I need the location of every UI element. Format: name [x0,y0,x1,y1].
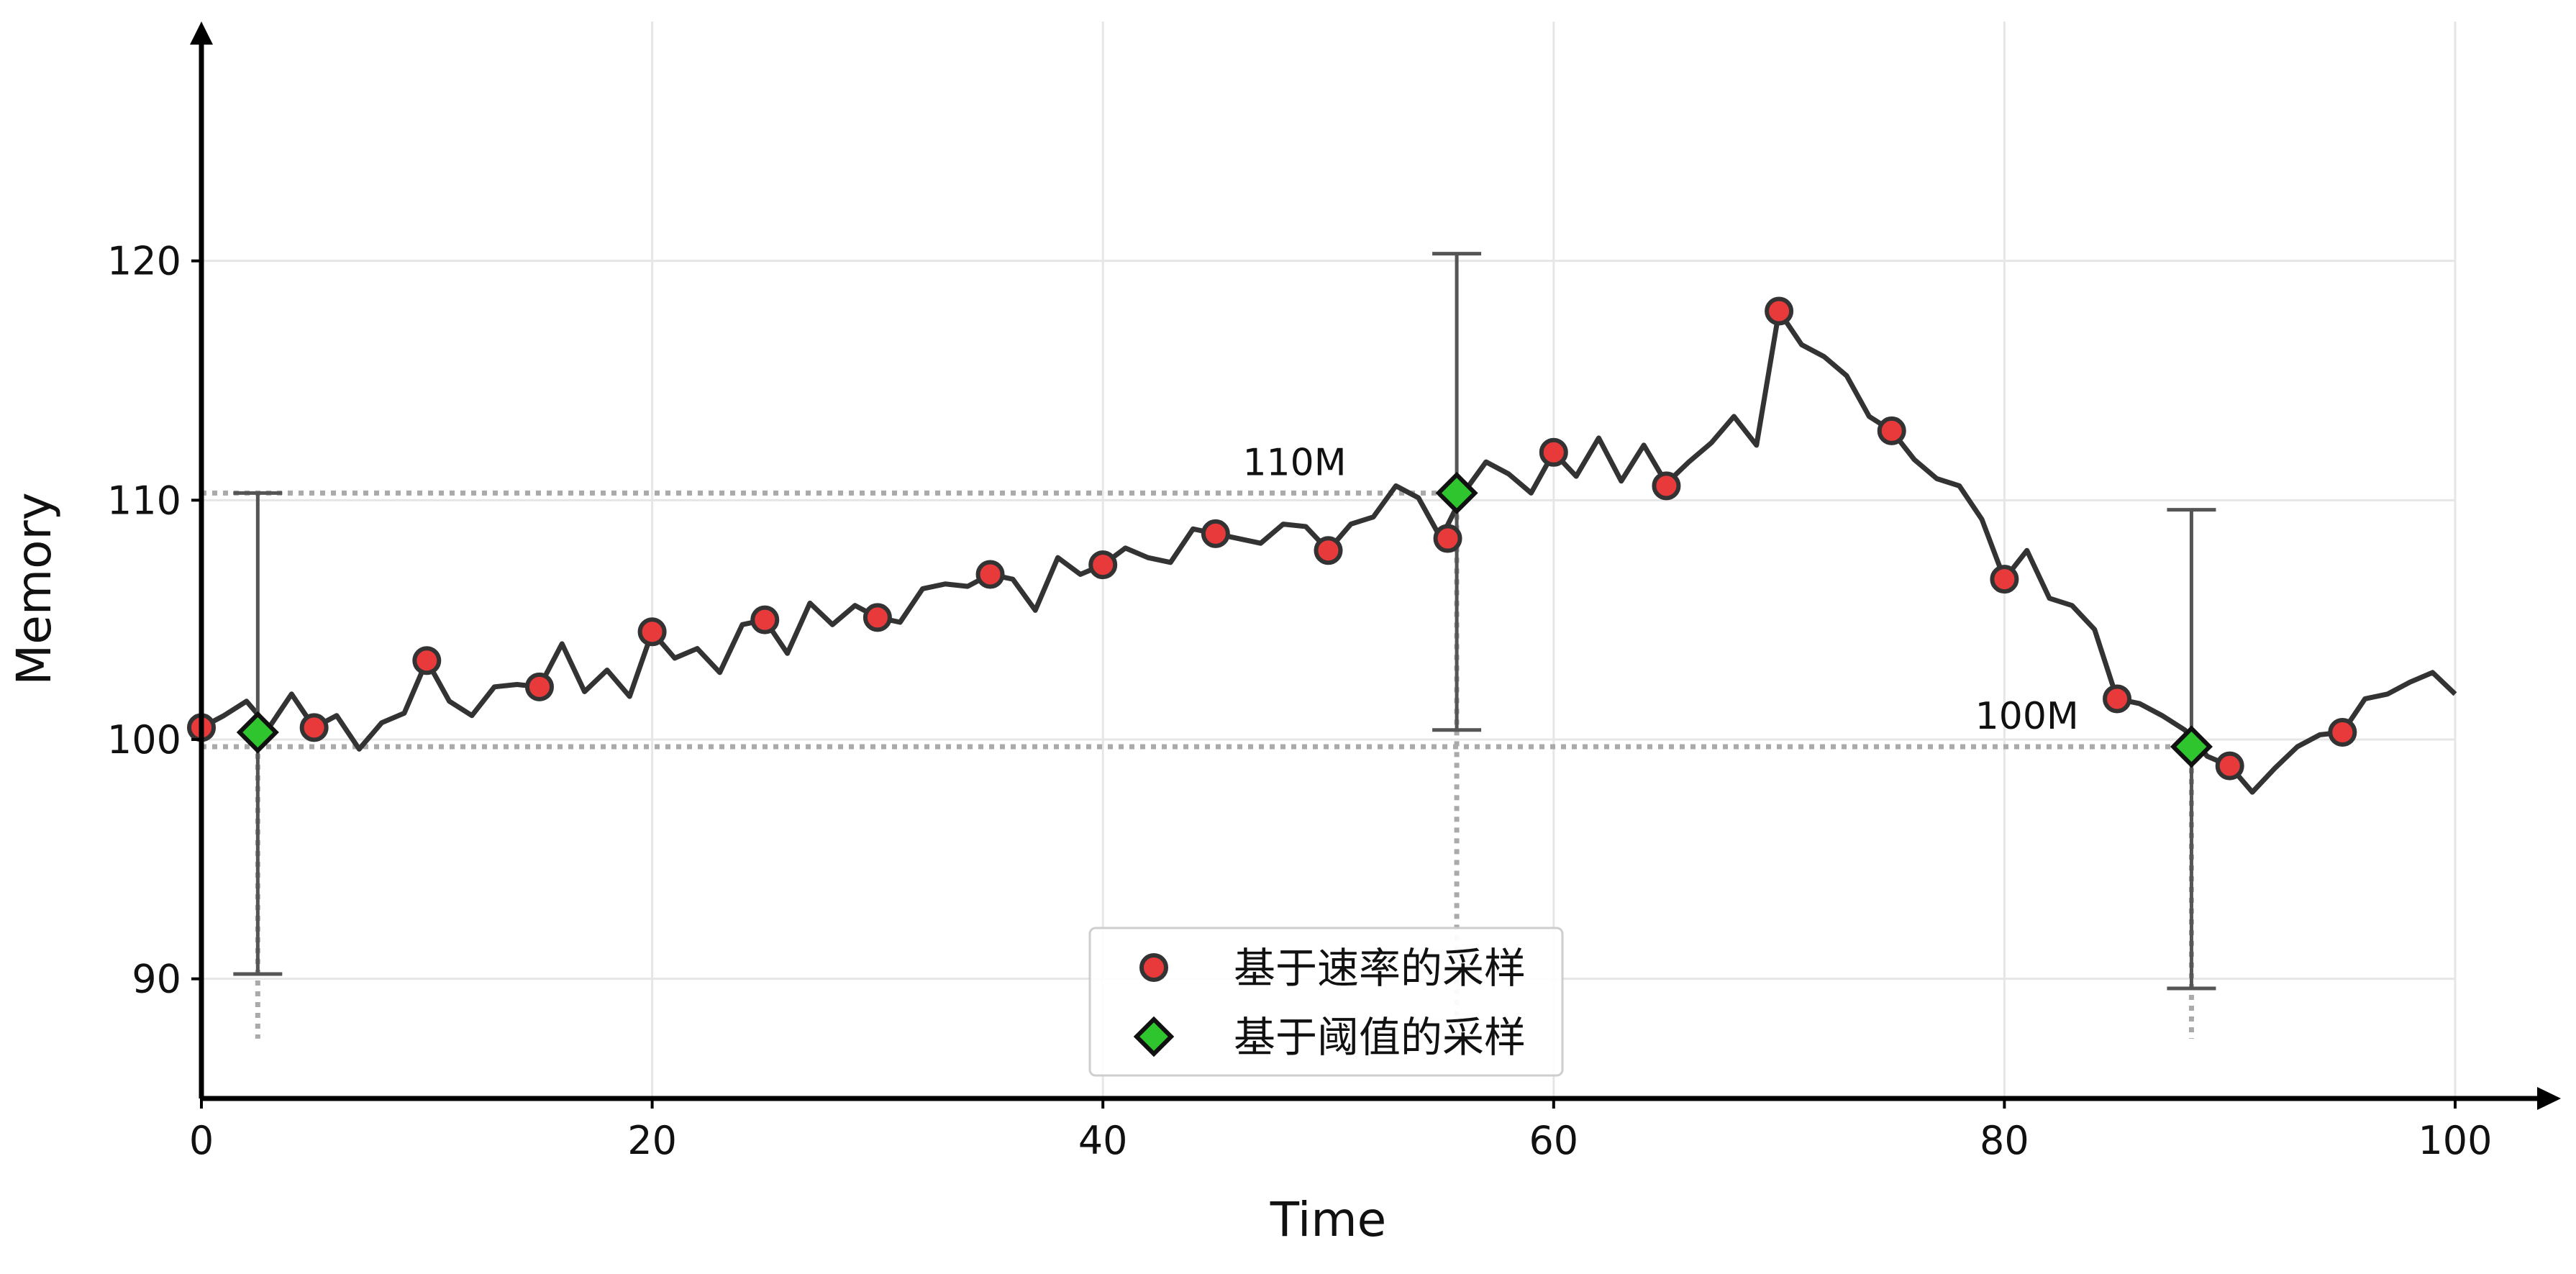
x-tick-label: 0 [189,1118,214,1163]
y-axis-label: Memory [6,492,62,685]
legend-threshold-label: 基于阈值的采样 [1234,1013,1526,1062]
reference-label: 100M [1975,695,2079,738]
rate-sample-point [1877,416,1906,445]
tick-labels: 0 20 40 60 80 100 90 100 110 120 [107,239,2493,1163]
legend-threshold-marker [1133,1016,1175,1057]
y-tick-label: 120 [107,239,181,284]
rate-sample-point [2215,751,2244,781]
x-tick-label: 60 [1529,1118,1578,1163]
rate-sample-point [1314,536,1343,565]
rate-sample-point [1433,524,1462,553]
rate-sample-point [637,617,667,647]
x-tick-label: 100 [2418,1118,2492,1163]
reference-annotations: 110M 100M [1242,441,2078,738]
legend-rate-label: 基于速率的采样 [1234,944,1526,993]
x-axis-label: Time [1270,1192,1387,1247]
rate-sample-point [1088,550,1118,580]
rate-sample-point [1765,296,1794,326]
y-tick-label: 100 [107,717,181,763]
x-tick-label: 80 [1980,1118,2029,1163]
threshold-sample-point [2170,725,2213,768]
rate-sample-point [2103,684,2132,714]
threshold-sample-point [236,711,279,754]
error-bars [233,252,2216,991]
rate-sample-point [524,672,554,701]
legend-box [1088,927,1564,1077]
rate-sample-point [750,605,780,634]
y-axis-arrow [190,22,213,45]
rate-sample-point [412,646,442,675]
axes [190,22,2561,1110]
rate-sample-point [299,713,329,742]
rate-sample-point [1539,437,1568,467]
sample-markers [187,296,2357,781]
rate-sample-point [1201,519,1230,548]
threshold-sample-point [1435,471,1478,514]
x-tick-label: 40 [1078,1118,1128,1163]
x-axis-arrow [2537,1087,2561,1110]
x-tick-label: 20 [627,1118,677,1163]
legend-rate-marker [1139,953,1168,982]
rate-sample-point [1652,471,1681,501]
legend: 基于速率的采样 基于阈值的采样 [1088,927,1564,1077]
y-tick-label: 90 [132,957,181,1002]
rate-sample-point [863,603,892,632]
y-tick-label: 110 [107,478,181,523]
rate-sample-point [2328,718,2357,747]
reference-label: 110M [1242,441,1346,484]
rate-sample-point [1990,565,2019,594]
rate-sample-point [975,560,1005,589]
